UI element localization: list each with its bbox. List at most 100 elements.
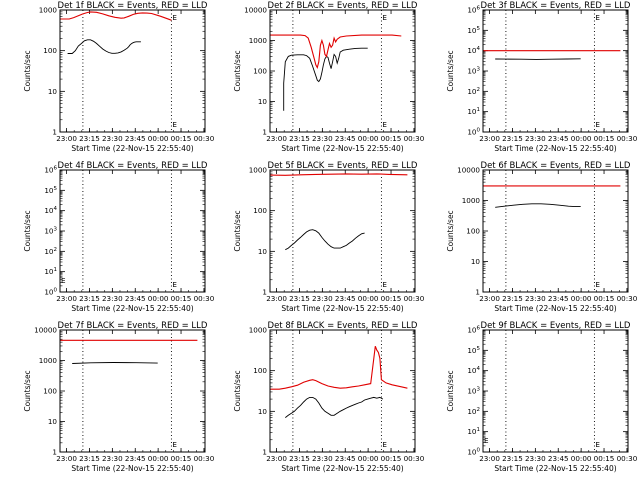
- x-tick-label: 23:00: [266, 134, 287, 143]
- y-axis-label: Counts/sec: [446, 210, 455, 251]
- x-axis-label: Start Time (22-Nov-15 22:55:40): [281, 144, 403, 153]
- events-rate-series: [67, 39, 141, 54]
- x-tick-label: 23:00: [479, 134, 500, 143]
- y-tick-label: 101: [467, 107, 480, 116]
- panel-det-1: Det 1f BLACK = Events, RED = LLD Counts/s…: [23, 1, 215, 153]
- x-tick-label: 00:00: [358, 294, 379, 303]
- x-tick-label: 23:30: [312, 134, 333, 143]
- x-tick-label: 00:15: [171, 294, 192, 303]
- marker-letter-left: E: [61, 276, 66, 285]
- panel-det-5: Det 5f BLACK = Events, RED = LLD Counts/s…: [233, 161, 425, 313]
- y-tick-label: 104: [44, 206, 57, 215]
- x-tick-label: 00:15: [594, 294, 615, 303]
- x-tick-label: 23:45: [335, 294, 356, 303]
- y-tick-label: 106: [467, 326, 480, 335]
- x-tick-label: 00:30: [617, 134, 638, 143]
- y-tick-label: 105: [467, 26, 480, 35]
- y-tick-label: 1: [262, 288, 267, 297]
- x-tick-label: 23:30: [312, 294, 333, 303]
- panel-title: Det 9f BLACK = Events, RED = LLD: [481, 321, 631, 331]
- y-tick-label: 102: [467, 407, 480, 416]
- x-tick-label: 00:00: [358, 134, 379, 143]
- x-tick-label: 23:15: [79, 454, 100, 463]
- x-tick-label: 00:00: [148, 134, 169, 143]
- y-tick-label: 100: [253, 67, 267, 76]
- marker-letter-top: E: [382, 13, 387, 22]
- marker-letter-bottom: E: [172, 440, 177, 449]
- y-tick-label: 106: [467, 6, 480, 15]
- x-tick-label: 23:15: [289, 294, 310, 303]
- y-axis-label: Counts/sec: [233, 370, 242, 411]
- x-tick-label: 00:15: [381, 134, 402, 143]
- y-tick-label: 1000: [249, 326, 268, 335]
- y-tick-label: 10: [471, 257, 481, 266]
- events-rate-series: [283, 47, 368, 111]
- x-tick-label: 23:45: [548, 454, 569, 463]
- x-tick-label: 00:15: [171, 454, 192, 463]
- y-tick-label: 100: [253, 206, 267, 215]
- y-tick-label: 104: [467, 46, 480, 55]
- y-tick-label: 1000: [39, 6, 58, 15]
- plot-frame: [269, 329, 416, 453]
- marker-letter-left: E: [484, 436, 489, 445]
- x-tick-label: 00:30: [194, 134, 215, 143]
- x-axis-label: Start Time (22-Nov-15 22:55:40): [71, 144, 193, 153]
- x-tick-label: 23:15: [79, 294, 100, 303]
- y-axis-label: Counts/sec: [23, 210, 32, 251]
- panel-det-9: Det 9f BLACK = Events, RED = LLD Counts/s…: [446, 321, 638, 473]
- panel-title: Det 6f BLACK = Events, RED = LLD: [481, 161, 631, 171]
- plot-frame: [59, 329, 206, 453]
- panel-det-3: Det 3f BLACK = Events, RED = LLD Counts/s…: [446, 1, 638, 153]
- marker-letter-top: E: [172, 13, 177, 22]
- x-tick-label: 23:00: [266, 454, 287, 463]
- x-tick-label: 23:30: [102, 134, 123, 143]
- marker-letter-top: E: [595, 13, 600, 22]
- plot-frame: [269, 9, 416, 133]
- y-tick-label: 10000: [34, 326, 57, 335]
- x-axis-label: Start Time (22-Nov-15 22:55:40): [281, 464, 403, 473]
- marker-letter-bottom: E: [382, 280, 387, 289]
- plot-frame: [482, 329, 629, 453]
- y-tick-label: 10: [258, 247, 268, 256]
- y-tick-label: 1: [262, 128, 267, 137]
- y-tick-label: 10000: [244, 6, 267, 15]
- marker-letter-bottom: E: [595, 440, 600, 449]
- y-axis-label: Counts/sec: [23, 370, 32, 411]
- events-rate-series: [285, 396, 384, 418]
- panel-det-4: Det 4f BLACK = Events, RED = LLD Counts/s…: [23, 161, 215, 313]
- x-tick-label: 23:15: [289, 454, 310, 463]
- y-tick-label: 105: [44, 186, 57, 195]
- marker-letter-bottom: E: [382, 440, 387, 449]
- y-tick-label: 105: [467, 346, 480, 355]
- y-tick-label: 10: [258, 407, 268, 416]
- x-tick-label: 00:15: [381, 454, 402, 463]
- x-tick-label: 23:00: [479, 454, 500, 463]
- x-tick-label: 00:00: [571, 294, 592, 303]
- x-tick-label: 23:30: [525, 134, 546, 143]
- x-tick-label: 23:30: [525, 294, 546, 303]
- y-tick-label: 10: [258, 97, 268, 106]
- y-tick-label: 101: [467, 427, 480, 436]
- plot-frame: [59, 9, 206, 133]
- y-tick-label: 103: [467, 67, 480, 76]
- lld-rate-series: [60, 11, 172, 21]
- y-tick-label: 102: [467, 87, 480, 96]
- x-tick-label: 23:45: [125, 454, 146, 463]
- panel-title: Det 3f BLACK = Events, RED = LLD: [481, 1, 631, 11]
- x-axis-label: Start Time (22-Nov-15 22:55:40): [71, 464, 193, 473]
- x-tick-label: 00:00: [148, 294, 169, 303]
- lld-rate-series: [270, 34, 402, 69]
- y-tick-label: 106: [44, 166, 57, 175]
- y-axis-label: Counts/sec: [23, 50, 32, 91]
- x-axis-label: Start Time (22-Nov-15 22:55:40): [281, 304, 403, 313]
- y-tick-label: 1000: [249, 36, 268, 45]
- x-tick-label: 23:45: [125, 134, 146, 143]
- y-tick-label: 10: [48, 87, 58, 96]
- x-tick-label: 00:00: [358, 454, 379, 463]
- marker-letter-bottom: E: [595, 280, 600, 289]
- y-tick-label: 1: [52, 448, 57, 457]
- y-axis-label: Counts/sec: [446, 370, 455, 411]
- y-tick-label: 100: [467, 128, 480, 137]
- y-tick-label: 1: [52, 128, 57, 137]
